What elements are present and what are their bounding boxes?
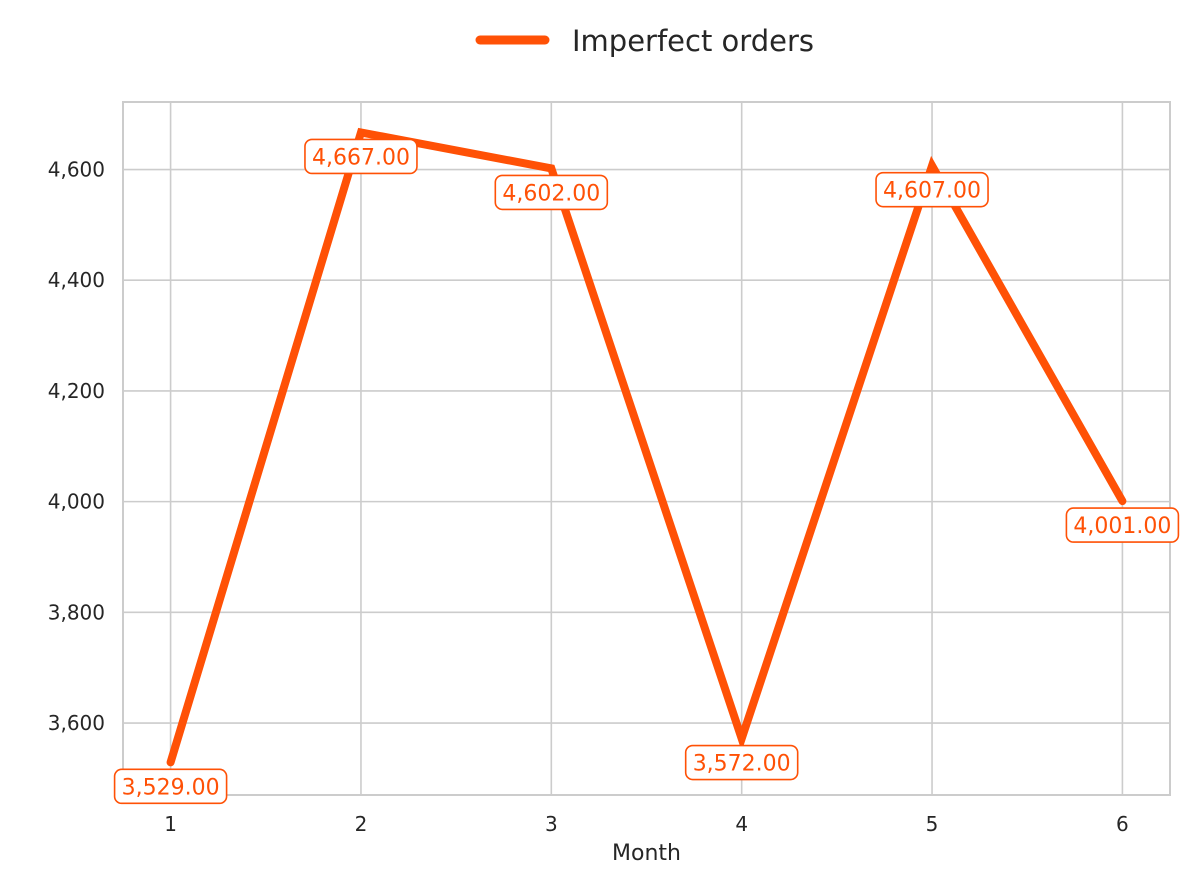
data-point [1119, 498, 1126, 505]
data-label-box [113, 768, 228, 805]
x-tick-label: 6 [1116, 812, 1129, 836]
data-label-box [684, 744, 799, 781]
data-label-text: 3,572.00 [693, 752, 791, 777]
data-label: 4,001.00 [1065, 507, 1180, 543]
y-tick-label: 4,400 [48, 268, 105, 292]
data-point [738, 735, 745, 742]
legend[interactable]: Imperfect orders [475, 24, 814, 58]
data-label-box [875, 171, 989, 208]
data-label-text: 4,001.00 [1073, 514, 1171, 539]
y-axis-ticks: 3,600 3,800 4,000 4,200 4,400 4,600 [48, 158, 105, 736]
x-axis-title: Month [612, 841, 681, 866]
data-label: 3,529.00 [113, 768, 228, 805]
series-imperfect-orders [166, 127, 1127, 767]
data-label-text: 4,667.00 [312, 145, 410, 170]
series-line [166, 127, 1127, 767]
data-label: 3,572.00 [684, 744, 799, 781]
x-tick-label: 2 [355, 812, 368, 836]
legend-label: Imperfect orders [572, 24, 814, 58]
plot-frame [122, 101, 1171, 796]
x-tick-label: 5 [926, 812, 939, 836]
y-tick-label: 4,200 [48, 379, 105, 403]
x-axis-ticks: 1 2 3 4 5 6 [164, 812, 1129, 836]
data-point [167, 759, 174, 766]
data-point [929, 162, 936, 169]
grid [123, 102, 1170, 795]
x-tick-label: 1 [164, 812, 177, 836]
data-label-text: 3,529.00 [122, 775, 220, 800]
y-tick-label: 3,600 [48, 711, 105, 735]
x-tick-label: 4 [735, 812, 748, 836]
data-label-box [494, 174, 609, 211]
data-point [357, 129, 364, 136]
data-label-text: 4,602.00 [502, 181, 600, 206]
data-label-text: 4,607.00 [883, 179, 981, 204]
y-tick-label: 4,000 [48, 490, 105, 514]
data-point [548, 165, 555, 172]
data-label-box [304, 138, 418, 175]
data-label-box [1065, 507, 1180, 543]
data-labels: 3,529.00 4,667.00 4,602.00 3,572.00 4,607.00… [113, 138, 1180, 805]
y-tick-label: 4,600 [48, 158, 105, 182]
y-tick-label: 3,800 [48, 600, 105, 624]
data-label: 4,602.00 [494, 174, 609, 211]
data-label: 4,667.00 [304, 138, 418, 175]
data-label: 4,607.00 [875, 171, 989, 208]
x-tick-label: 3 [545, 812, 558, 836]
